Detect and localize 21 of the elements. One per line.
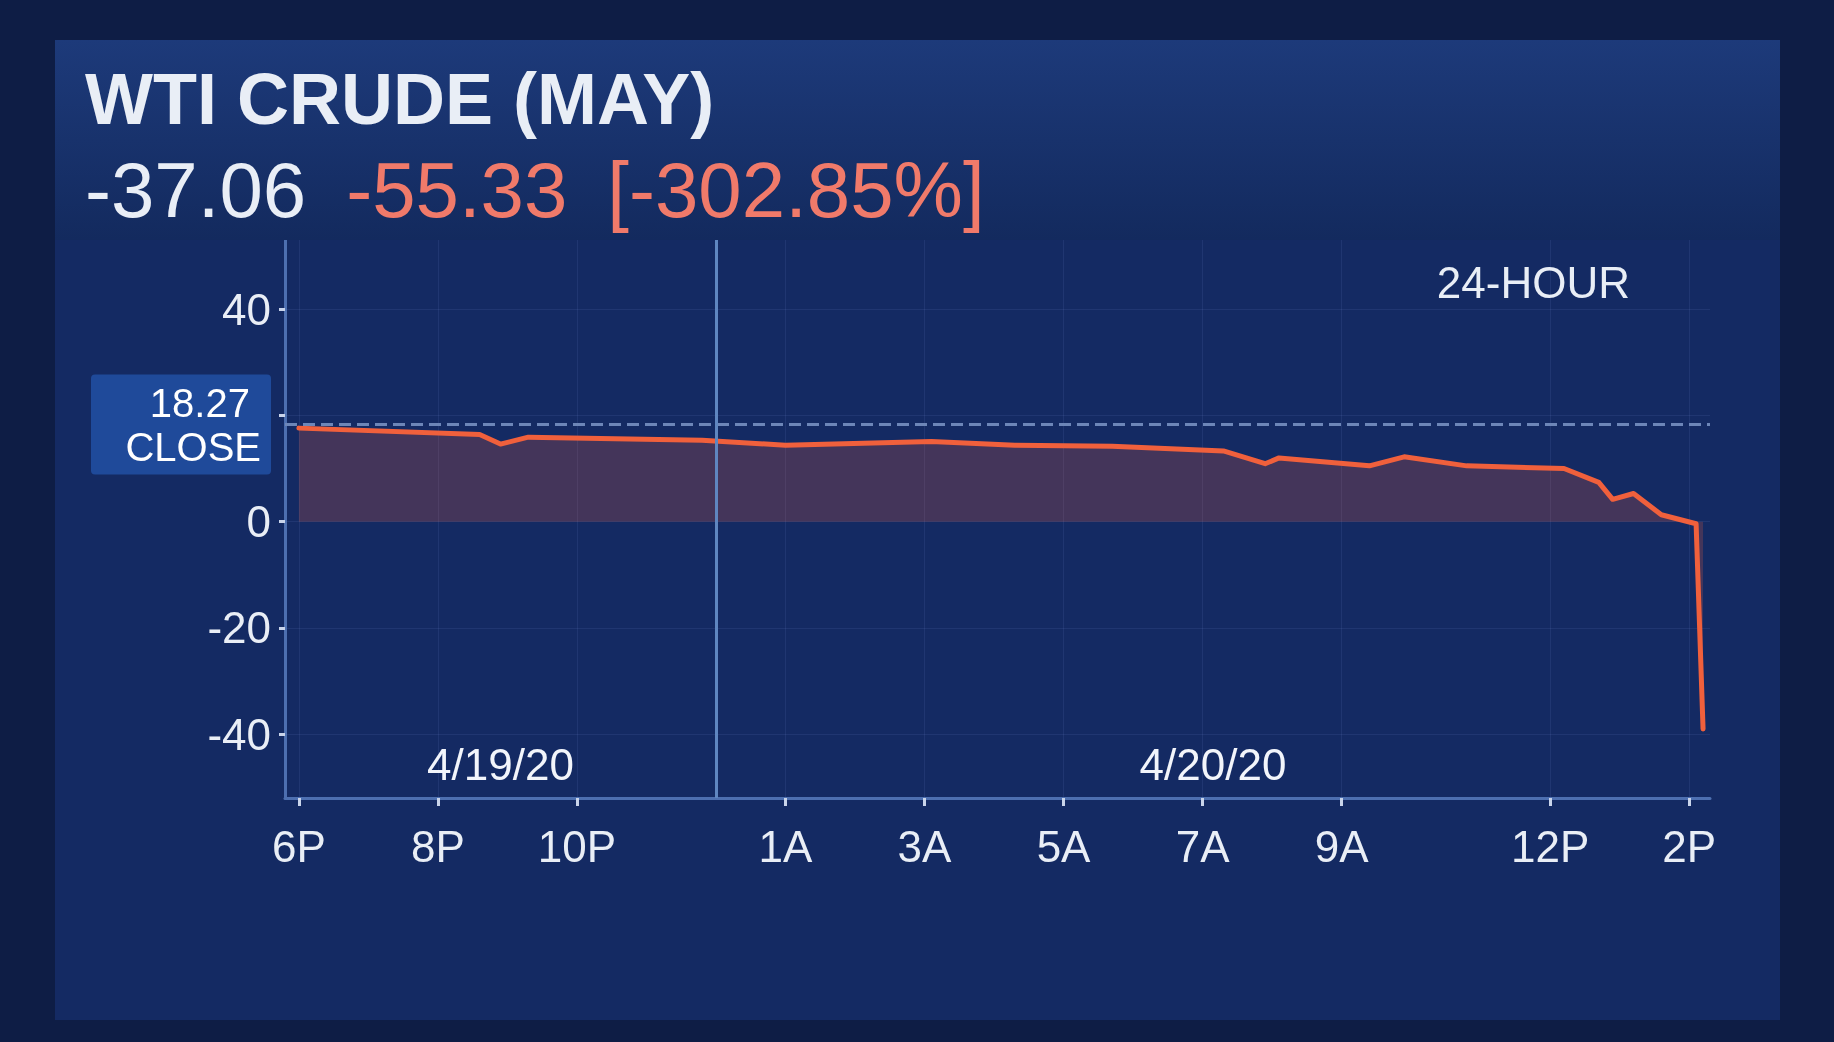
y-tick-label: 0 [246, 497, 271, 547]
annotation: 4/19/20 [427, 739, 574, 789]
x-tick-label: 7A [1175, 821, 1231, 871]
x-tick-label: 2P [1662, 821, 1717, 871]
x-tick-label: 8P [411, 821, 465, 871]
x-tick-label: 9A [1314, 821, 1370, 871]
y-tick-label: 40 [222, 284, 271, 334]
x-tick-label: 6P [271, 821, 326, 871]
chart-title: WTI CRUDE (MAY) [85, 58, 715, 140]
chart-subtitle: -37.06 -55.33 [-302.85%] [85, 146, 985, 234]
x-tick-label: 1A [758, 821, 814, 871]
x-tick-label: 10P [537, 821, 617, 871]
annotation: 4/20/20 [1139, 739, 1287, 789]
annotation: 24-HOUR [1436, 257, 1631, 307]
ref-line-label: 18.27 CLOSE [125, 380, 261, 469]
y-tick-label: -20 [207, 603, 271, 653]
y-tick-label: -40 [207, 709, 271, 759]
x-tick-label: 5A [1036, 821, 1092, 871]
x-tick-label: 12P [1510, 821, 1590, 871]
x-tick-label: 3A [897, 821, 953, 871]
header-panel: WTI CRUDE (MAY) -37.06 -55.33 [-302.85%] [55, 40, 1780, 242]
